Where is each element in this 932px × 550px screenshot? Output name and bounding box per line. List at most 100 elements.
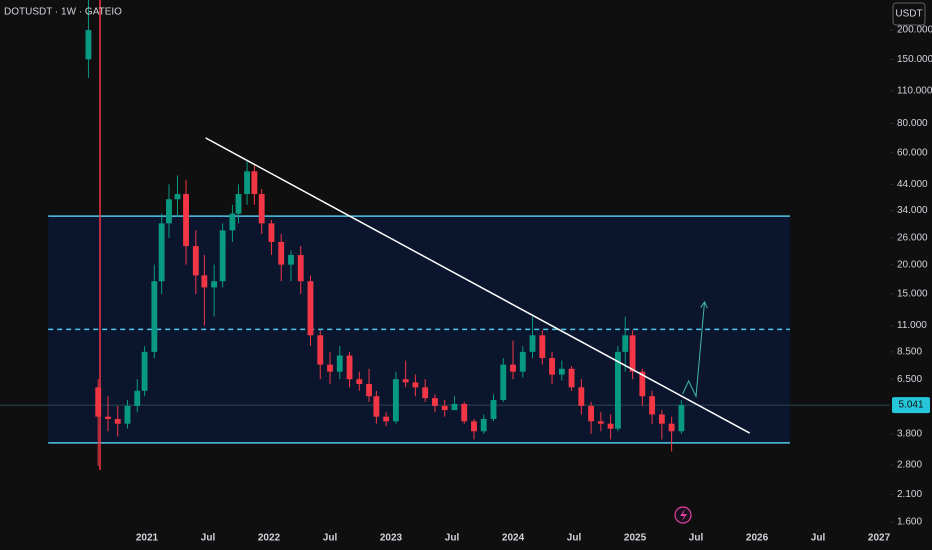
candle-body (441, 405, 448, 411)
y-tick-label: 44.000 (897, 179, 928, 190)
y-tick-label: 200.000 (897, 25, 932, 36)
candle-body (105, 416, 111, 419)
candle-body (141, 351, 148, 391)
y-tick-label: 110.000 (897, 86, 932, 97)
candle-body (317, 335, 324, 365)
projection-path (682, 301, 706, 399)
candle-body (251, 171, 258, 195)
candle-body (668, 423, 675, 432)
candle-body (649, 396, 656, 415)
candle-body (258, 194, 265, 224)
x-tick-label: 2026 (746, 533, 769, 544)
candle-body (412, 382, 419, 388)
y-tick-label: 3.800 (897, 429, 922, 440)
y-tick-label: 11.000 (897, 320, 927, 331)
candle-body (201, 275, 208, 288)
candle-body (134, 390, 141, 406)
x-tick-label: Jul (445, 533, 460, 544)
candle-body (166, 199, 172, 224)
candle-body (336, 355, 343, 372)
trendline (205, 137, 751, 434)
candle-body (114, 418, 121, 424)
y-tick-label: 150.000 (897, 54, 932, 65)
x-tick-label: Jul (811, 533, 826, 544)
x-tick-label: Jul (323, 533, 338, 544)
candle-body (615, 351, 621, 429)
axes: 2021 Jul 2022 Jul 2023 Jul 2024 Jul 2025 Jul 2026 J… (136, 0, 932, 550)
candle-body (658, 414, 665, 424)
candle-body (471, 421, 477, 432)
candle-body (346, 355, 353, 380)
candle-body (383, 416, 390, 422)
candle-body (500, 364, 507, 400)
arrow-head (700, 300, 708, 309)
x-tick-label: Jul (689, 533, 704, 544)
candle-body (151, 281, 158, 352)
plot-area (0, 0, 890, 466)
candle-body (297, 254, 304, 282)
candle-body (327, 364, 333, 372)
x-tick-label: 2027 (868, 533, 891, 544)
candle-body (461, 403, 468, 422)
candle-body (629, 335, 636, 372)
currency-button[interactable] (892, 2, 926, 26)
y-tick-label: 2.800 (897, 460, 922, 471)
candle-body (307, 281, 314, 336)
candle-body (422, 387, 429, 399)
candle-body (451, 403, 458, 411)
candle-body (174, 194, 181, 200)
candle-body (392, 379, 399, 422)
symbol-title: DOTUSDT · 1W · GATEIO (4, 7, 122, 18)
candle-body (211, 281, 218, 288)
candle-body (519, 351, 526, 372)
candle-body (158, 223, 165, 282)
candle-body (95, 387, 102, 417)
y-tick-label: 6.500 (897, 374, 922, 385)
x-tick-label: 2024 (502, 533, 525, 544)
candle-body (510, 364, 516, 372)
x-tick-label: 2022 (258, 533, 281, 544)
x-tick-label: 2025 (624, 533, 647, 544)
candle-body (490, 399, 497, 419)
candle-body (356, 379, 363, 385)
candle-body (678, 405, 685, 432)
candle-body (124, 405, 131, 424)
candle-body (639, 371, 646, 397)
candle-body (622, 335, 629, 352)
candle-body (229, 213, 236, 231)
y-tick-label: 26.000 (897, 233, 928, 244)
candle-body (192, 246, 199, 276)
last-price-label: 5.041 (898, 400, 923, 411)
x-tick-label: Jul (201, 533, 216, 544)
candle-body (539, 335, 546, 359)
candle-body (432, 398, 438, 406)
candle-body (85, 30, 92, 60)
candle-body (219, 230, 226, 282)
candle-body (235, 194, 242, 214)
y-tick-label: 2.100 (897, 489, 922, 500)
candle-body (529, 335, 536, 352)
y-tick-label: 15.000 (897, 289, 928, 300)
last-price-box (892, 397, 930, 414)
candle-body (558, 368, 565, 375)
candle-body (568, 368, 575, 388)
x-tick-label: Jul (567, 533, 582, 544)
candle-body (278, 241, 285, 265)
y-tick-label: 80.000 (897, 118, 928, 129)
candle-body (402, 379, 409, 383)
y-tick-label: 20.000 (897, 259, 928, 270)
currency-label: USDT (895, 9, 922, 20)
candle-body (288, 254, 294, 265)
candle-body (480, 418, 487, 432)
candle-body (549, 358, 555, 375)
x-tick-label: 2023 (380, 533, 403, 544)
candle-body (578, 387, 585, 406)
lightning (680, 509, 687, 521)
y-tick-label: 34.000 (897, 205, 928, 216)
x-tick-label: 2021 (136, 533, 159, 544)
candle-body (244, 171, 250, 195)
y-tick-label: 60.000 (897, 147, 928, 158)
candle-body (588, 405, 595, 422)
candle-body (366, 384, 372, 397)
